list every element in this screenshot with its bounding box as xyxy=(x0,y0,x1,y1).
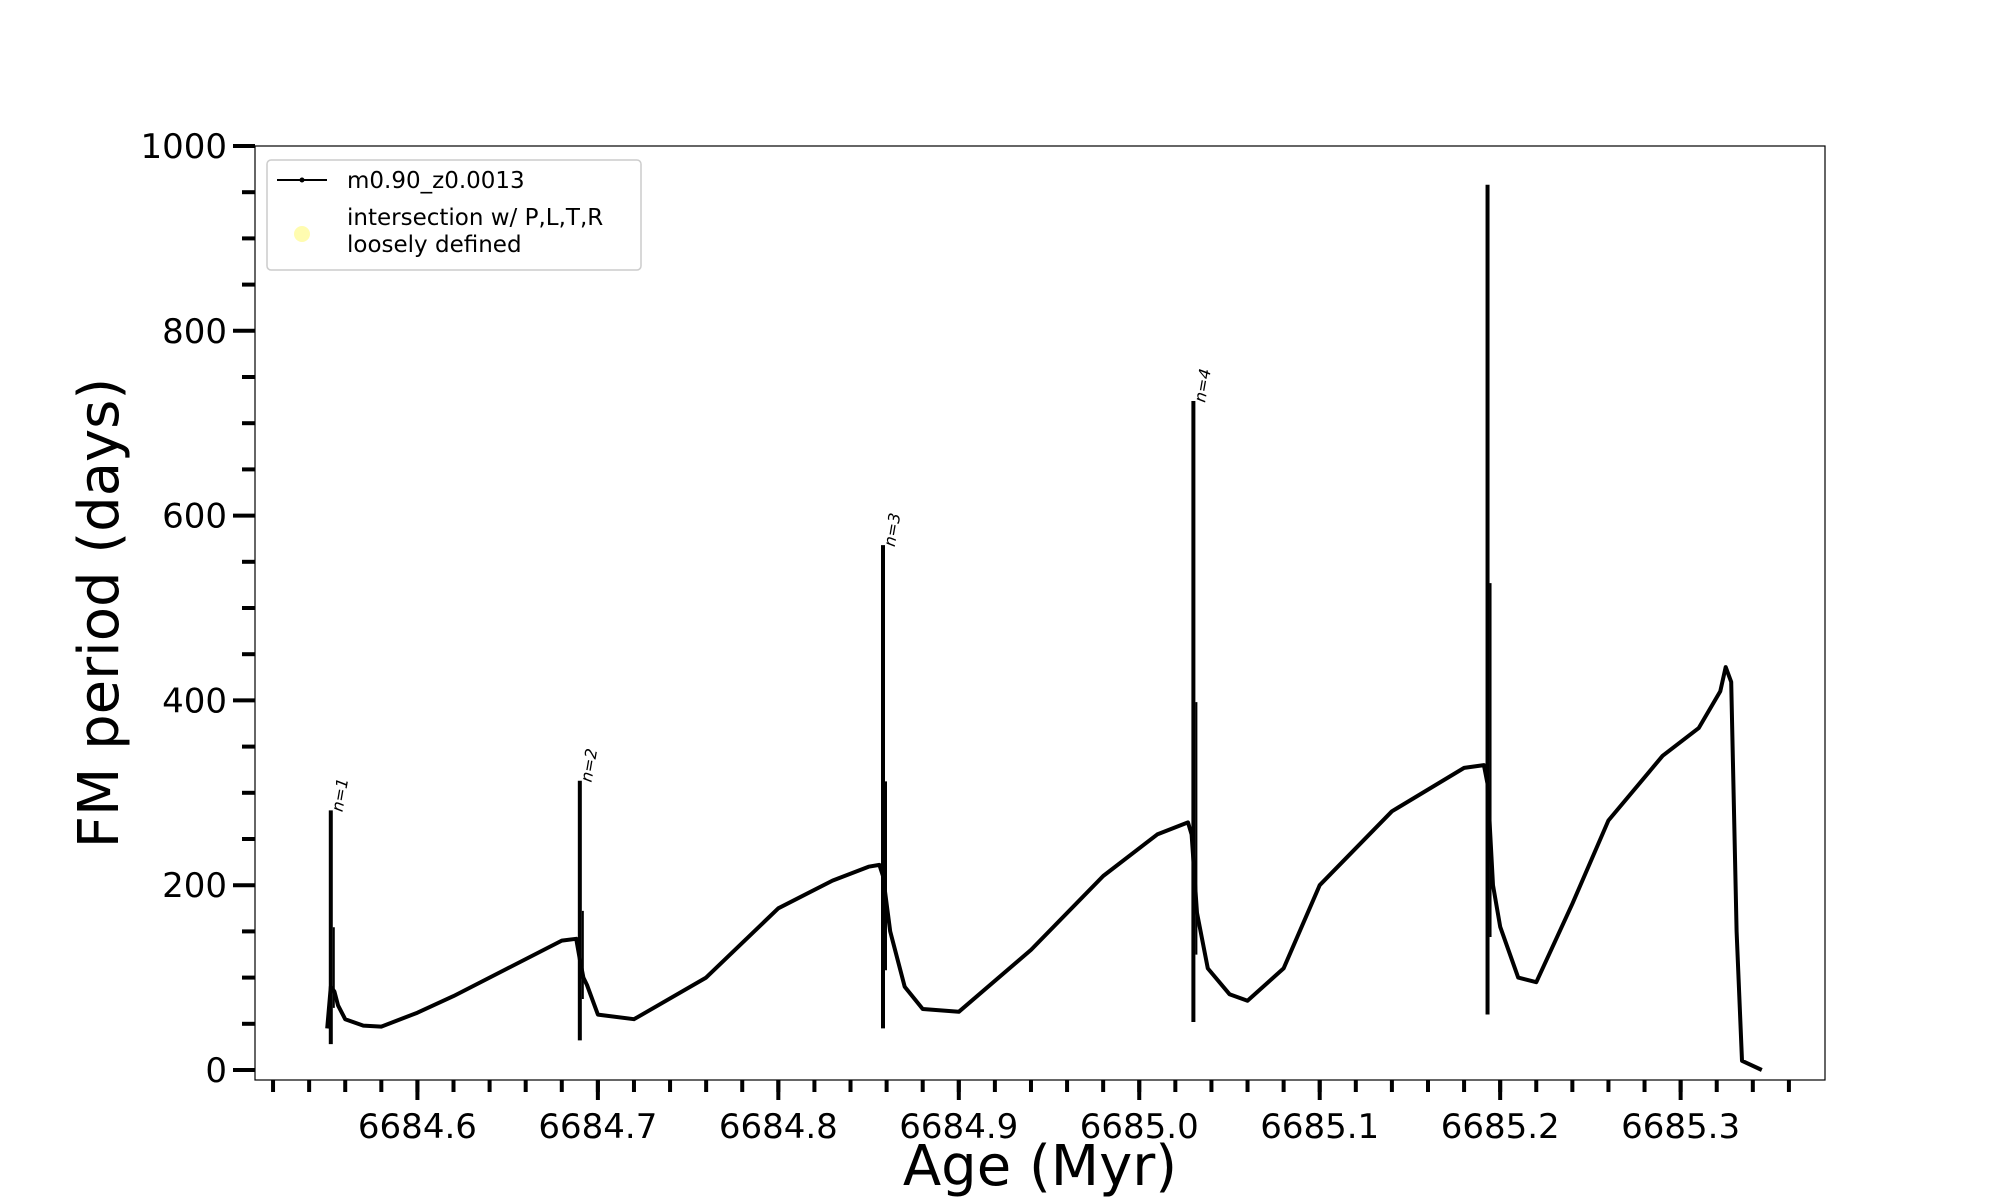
peak-annotation: n=3 xyxy=(880,511,905,548)
y-tick-label: 600 xyxy=(162,497,227,537)
legend-intersection-label-line1: intersection w/ P,L,T,R xyxy=(347,205,603,231)
peak-annotations: n=1 n=2 n=3 n=4 xyxy=(328,367,1215,813)
y-tick-label: 400 xyxy=(162,681,227,721)
x-tick-label: 6685.1 xyxy=(1260,1107,1379,1147)
y-tick-label: 800 xyxy=(162,312,227,352)
x-axis-title: Age (Myr) xyxy=(903,1134,1177,1199)
legend-intersection-marker xyxy=(294,226,310,242)
spike-lines xyxy=(328,184,1492,1045)
y-axis-title: FM period (days) xyxy=(67,378,132,848)
x-tick-label: 6685.0 xyxy=(1080,1107,1199,1147)
legend-line-marker xyxy=(299,177,305,183)
x-tick-label: 6684.9 xyxy=(899,1107,1018,1147)
x-tick-label: 6684.7 xyxy=(538,1107,657,1147)
x-tick-label: 6684.6 xyxy=(358,1107,477,1147)
y-axis: 0 200 400 600 800 1000 xyxy=(140,127,255,1091)
peak-annotation: n=2 xyxy=(577,747,602,784)
plot-area-frame xyxy=(254,145,1826,1081)
series-line xyxy=(325,665,1763,1072)
x-axis: 6684.6 6684.7 6684.8 6684.9 6685.0 6685.1 6685… xyxy=(271,1080,1791,1147)
y-tick-label: 0 xyxy=(205,1051,227,1091)
y-tick-label: 200 xyxy=(162,866,227,906)
peak-annotation: n=4 xyxy=(1190,367,1215,404)
x-tick-label: 6684.8 xyxy=(719,1107,838,1147)
legend-box xyxy=(266,159,642,271)
legend-line-label: m0.90_z0.0013 xyxy=(347,168,525,194)
legend-intersection-label-line2: loosely defined xyxy=(347,232,522,258)
x-tick-label: 6685.2 xyxy=(1441,1107,1560,1147)
x-tick-label: 6685.3 xyxy=(1621,1107,1740,1147)
legend: m0.90_z0.0013 intersection w/ P,L,T,R lo… xyxy=(266,159,642,271)
peak-annotation: n=1 xyxy=(328,777,353,814)
y-tick-label: 1000 xyxy=(140,127,227,167)
